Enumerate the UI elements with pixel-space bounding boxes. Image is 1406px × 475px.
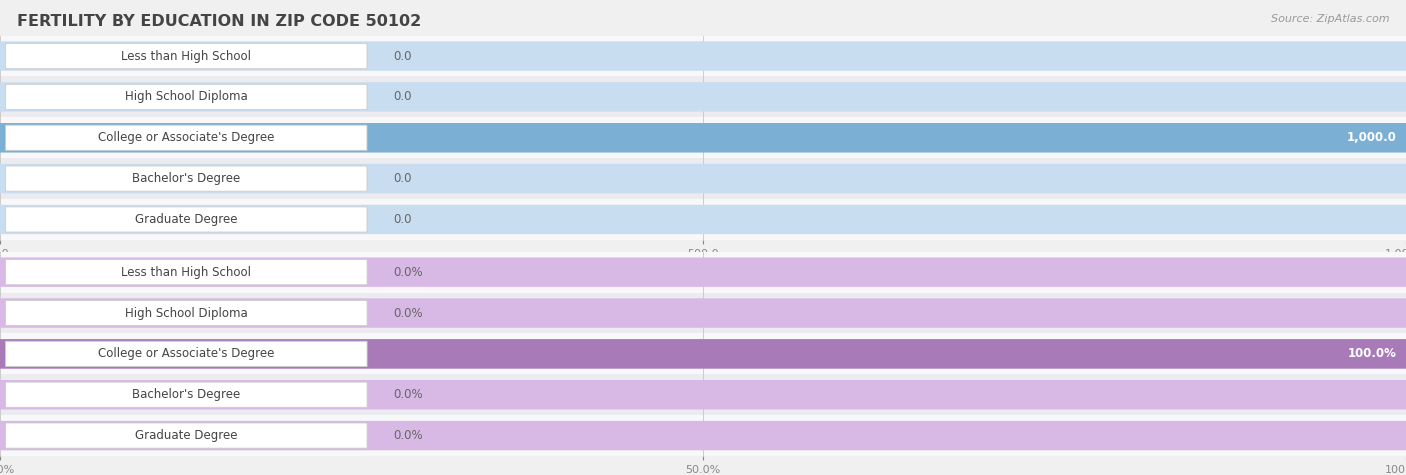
FancyBboxPatch shape bbox=[6, 166, 367, 191]
Text: 0.0%: 0.0% bbox=[394, 429, 423, 442]
Text: College or Associate's Degree: College or Associate's Degree bbox=[98, 131, 274, 144]
FancyBboxPatch shape bbox=[6, 207, 367, 232]
Text: 1,000.0: 1,000.0 bbox=[1347, 131, 1396, 144]
Text: FERTILITY BY EDUCATION IN ZIP CODE 50102: FERTILITY BY EDUCATION IN ZIP CODE 50102 bbox=[17, 14, 422, 29]
Text: Bachelor's Degree: Bachelor's Degree bbox=[132, 388, 240, 401]
Bar bbox=[0, 333, 1406, 374]
Bar bbox=[0, 293, 1406, 333]
FancyBboxPatch shape bbox=[6, 342, 367, 366]
Text: High School Diploma: High School Diploma bbox=[125, 90, 247, 104]
FancyBboxPatch shape bbox=[0, 380, 1406, 409]
Text: 0.0: 0.0 bbox=[394, 49, 412, 63]
Text: 0.0: 0.0 bbox=[394, 90, 412, 104]
Text: Graduate Degree: Graduate Degree bbox=[135, 429, 238, 442]
FancyBboxPatch shape bbox=[0, 421, 1406, 450]
Text: Bachelor's Degree: Bachelor's Degree bbox=[132, 172, 240, 185]
FancyBboxPatch shape bbox=[6, 125, 367, 150]
Text: Source: ZipAtlas.com: Source: ZipAtlas.com bbox=[1271, 14, 1389, 24]
Text: 0.0: 0.0 bbox=[394, 213, 412, 226]
FancyBboxPatch shape bbox=[0, 41, 1406, 71]
FancyBboxPatch shape bbox=[6, 382, 367, 407]
Text: 100.0%: 100.0% bbox=[1347, 347, 1396, 361]
FancyBboxPatch shape bbox=[0, 205, 1406, 234]
FancyBboxPatch shape bbox=[0, 257, 1406, 287]
Bar bbox=[0, 36, 1406, 76]
Text: High School Diploma: High School Diploma bbox=[125, 306, 247, 320]
Text: 0.0%: 0.0% bbox=[394, 306, 423, 320]
Text: Less than High School: Less than High School bbox=[121, 49, 252, 63]
Text: Less than High School: Less than High School bbox=[121, 266, 252, 279]
Bar bbox=[0, 158, 1406, 199]
Bar bbox=[0, 415, 1406, 456]
FancyBboxPatch shape bbox=[0, 123, 1406, 152]
Text: 0.0%: 0.0% bbox=[394, 388, 423, 401]
Text: 0.0: 0.0 bbox=[394, 172, 412, 185]
Text: College or Associate's Degree: College or Associate's Degree bbox=[98, 347, 274, 361]
FancyBboxPatch shape bbox=[6, 260, 367, 285]
FancyBboxPatch shape bbox=[0, 339, 1406, 369]
Text: Graduate Degree: Graduate Degree bbox=[135, 213, 238, 226]
FancyBboxPatch shape bbox=[0, 123, 1406, 152]
Bar bbox=[0, 117, 1406, 158]
FancyBboxPatch shape bbox=[0, 339, 1406, 369]
Bar bbox=[0, 252, 1406, 293]
Bar bbox=[0, 374, 1406, 415]
FancyBboxPatch shape bbox=[6, 44, 367, 68]
FancyBboxPatch shape bbox=[6, 85, 367, 109]
FancyBboxPatch shape bbox=[0, 82, 1406, 112]
Bar bbox=[0, 199, 1406, 240]
Text: 0.0%: 0.0% bbox=[394, 266, 423, 279]
FancyBboxPatch shape bbox=[0, 164, 1406, 193]
FancyBboxPatch shape bbox=[6, 301, 367, 325]
Bar bbox=[0, 76, 1406, 117]
FancyBboxPatch shape bbox=[6, 423, 367, 448]
FancyBboxPatch shape bbox=[0, 298, 1406, 328]
